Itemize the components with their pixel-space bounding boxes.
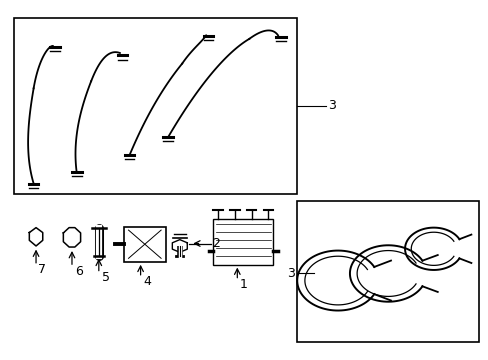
Bar — [213, 219, 273, 265]
Polygon shape — [29, 228, 42, 246]
Polygon shape — [63, 228, 81, 247]
Text: 1: 1 — [239, 278, 247, 291]
Bar — [123, 226, 165, 262]
Text: 4: 4 — [142, 275, 151, 288]
Bar — [15, 18, 297, 194]
Text: 3: 3 — [328, 99, 336, 112]
Text: 5: 5 — [102, 271, 109, 284]
Text: 2: 2 — [212, 237, 220, 250]
Text: 3: 3 — [286, 267, 294, 280]
Text: 6: 6 — [75, 265, 82, 278]
Bar — [297, 201, 478, 342]
Text: 7: 7 — [39, 264, 46, 276]
